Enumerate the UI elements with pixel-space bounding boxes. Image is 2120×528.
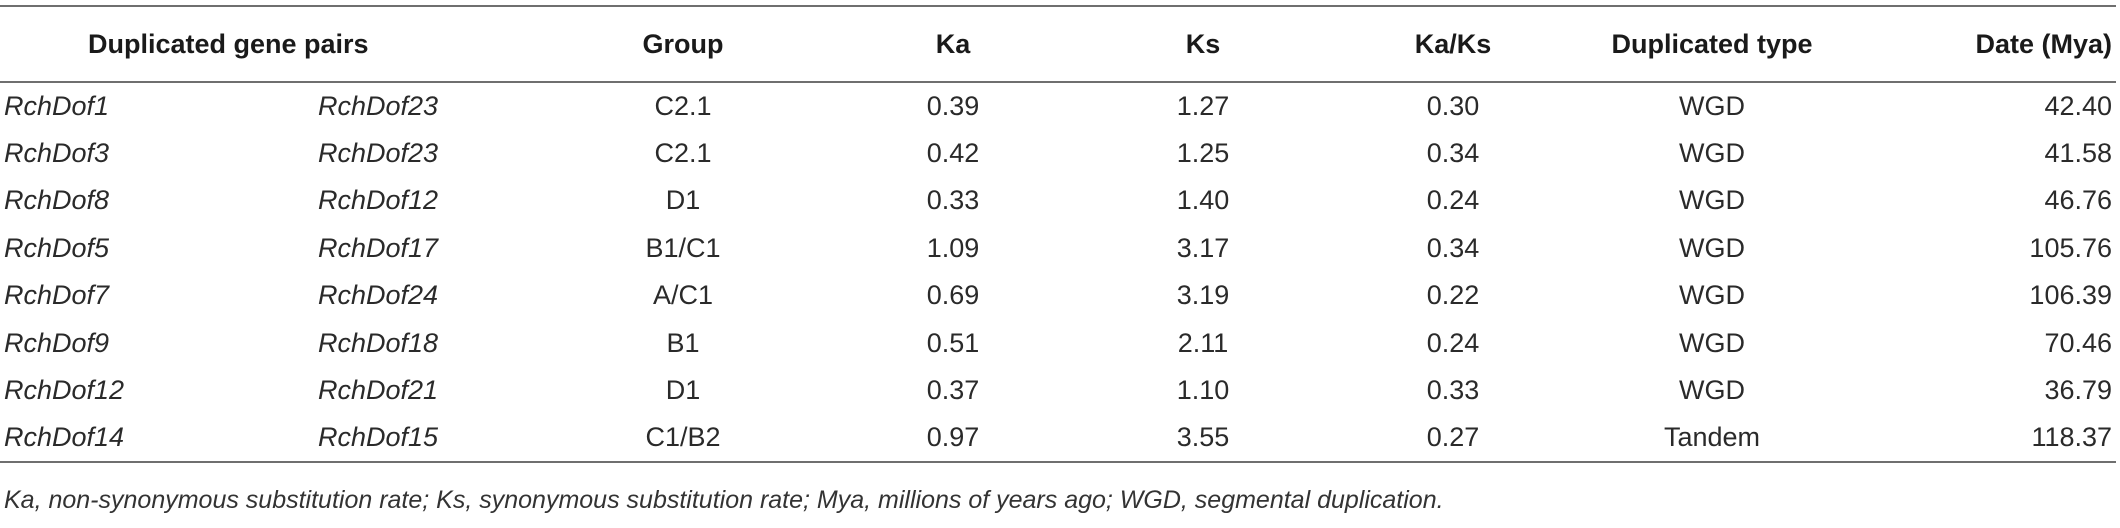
table-row: RchDof7 RchDof24 A/C1 0.69 3.19 0.22 WGD… xyxy=(0,272,2116,320)
group-cell: C1/B2 xyxy=(538,414,829,463)
gene1-cell: RchDof9 xyxy=(4,327,110,358)
group-cell: C2.1 xyxy=(654,137,712,168)
ka-cell: 0.97 xyxy=(828,414,1079,463)
ks-cell: 1.40 xyxy=(1176,185,1230,216)
date-cell: 118.37 xyxy=(1846,414,2117,463)
header-kaks: Ka/Ks xyxy=(1328,5,1579,83)
date-cell: 105.76 xyxy=(2029,232,2113,263)
table-row: RchDof8 RchDof12 D1 0.33 1.40 0.24 WGD 4… xyxy=(0,177,2116,225)
table-row: RchDof9 RchDof18 B1 0.51 2.11 0.24 WGD 7… xyxy=(0,320,2116,368)
header-duplicated-type: Duplicated type xyxy=(1578,5,1847,83)
gene1-cell: RchDof1 xyxy=(4,90,110,121)
group-cell: A/C1 xyxy=(653,280,714,311)
header-row: Duplicated gene pairs Group Ka Ks Ka/Ks … xyxy=(0,5,2117,83)
ka-cell: 0.69 xyxy=(926,280,980,311)
type-cell: WGD xyxy=(1679,375,1745,406)
ka-cell: 0.42 xyxy=(926,137,980,168)
gene2-cell: RchDof17 xyxy=(318,232,439,263)
header-gene-pairs: Duplicated gene pairs xyxy=(0,5,539,83)
kaks-cell: 0.22 xyxy=(1426,280,1480,311)
gene1-cell: RchDof12 xyxy=(4,375,125,406)
kaks-cell: 0.34 xyxy=(1426,232,1480,263)
type-cell: WGD xyxy=(1679,327,1745,358)
table-row: RchDof1 RchDof23 C2.1 0.39 1.27 0.30 WGD… xyxy=(0,82,2116,130)
date-cell: 42.40 xyxy=(2044,90,2113,121)
ks-cell: 3.55 xyxy=(1078,414,1329,463)
date-cell: 41.58 xyxy=(2044,137,2113,168)
ks-cell: 1.27 xyxy=(1176,90,1230,121)
group-cell: B1 xyxy=(666,327,700,358)
gene2-cell: RchDof15 xyxy=(318,414,539,463)
kaks-cell: 0.24 xyxy=(1426,327,1480,358)
ks-cell: 1.25 xyxy=(1176,137,1230,168)
gene1-cell: RchDof14 xyxy=(0,414,318,463)
ks-cell: 3.19 xyxy=(1176,280,1230,311)
ka-cell: 0.33 xyxy=(926,185,980,216)
gene2-cell: RchDof18 xyxy=(318,327,439,358)
header-group: Group xyxy=(538,5,829,83)
table-row: RchDof12 RchDof21 D1 0.37 1.10 0.33 WGD … xyxy=(0,367,2116,415)
ks-cell: 1.10 xyxy=(1176,375,1230,406)
ka-cell: 1.09 xyxy=(926,232,980,263)
type-cell: WGD xyxy=(1679,137,1745,168)
date-cell: 70.46 xyxy=(2044,327,2113,358)
date-cell: 46.76 xyxy=(2044,185,2113,216)
gene2-cell: RchDof24 xyxy=(318,280,439,311)
duplicated-gene-pairs-table: Duplicated gene pairs Group Ka Ks Ka/Ks … xyxy=(0,5,2117,463)
ka-cell: 0.37 xyxy=(926,375,980,406)
table-header: Duplicated gene pairs Group Ka Ks Ka/Ks … xyxy=(0,5,2117,83)
group-cell: D1 xyxy=(665,185,701,216)
header-ks: Ks xyxy=(1078,5,1329,83)
table-row: RchDof5 RchDof17 B1/C1 1.09 3.17 0.34 WG… xyxy=(0,225,2116,273)
ka-cell: 0.51 xyxy=(926,327,980,358)
header-ka: Ka xyxy=(828,5,1079,83)
table-footnote: Ka, non-synonymous substitution rate; Ks… xyxy=(4,486,1444,514)
gene2-cell: RchDof23 xyxy=(318,137,439,168)
table-row: RchDof14 RchDof15 C1/B2 0.97 3.55 0.27 T… xyxy=(0,414,2117,463)
group-cell: B1/C1 xyxy=(645,232,721,263)
gene2-cell: RchDof23 xyxy=(318,90,439,121)
kaks-cell: 0.27 xyxy=(1328,414,1579,463)
type-cell: WGD xyxy=(1679,232,1745,263)
kaks-cell: 0.33 xyxy=(1426,375,1480,406)
gene1-cell: RchDof5 xyxy=(4,232,110,263)
date-cell: 106.39 xyxy=(2029,280,2113,311)
ka-cell: 0.39 xyxy=(926,90,980,121)
type-cell: WGD xyxy=(1679,185,1745,216)
ks-cell: 2.11 xyxy=(1177,327,1229,358)
group-cell: C2.1 xyxy=(654,90,712,121)
gene1-cell: RchDof7 xyxy=(4,280,110,311)
gene2-cell: RchDof21 xyxy=(318,375,439,406)
header-date: Date (Mya) xyxy=(1846,5,2117,83)
kaks-cell: 0.24 xyxy=(1426,185,1480,216)
table-row: RchDof3 RchDof23 C2.1 0.42 1.25 0.34 WGD… xyxy=(0,130,2116,178)
kaks-cell: 0.30 xyxy=(1426,90,1480,121)
table-body: RchDof1 RchDof23 C2.1 0.39 1.27 0.30 WGD… xyxy=(0,82,2117,463)
type-cell: WGD xyxy=(1679,90,1745,121)
ks-cell: 3.17 xyxy=(1176,232,1230,263)
kaks-cell: 0.34 xyxy=(1426,137,1480,168)
gene1-cell: RchDof3 xyxy=(4,137,110,168)
gene1-cell: RchDof8 xyxy=(4,185,110,216)
type-cell: WGD xyxy=(1679,280,1745,311)
date-cell: 36.79 xyxy=(2044,375,2113,406)
type-cell: Tandem xyxy=(1578,414,1847,463)
group-cell: D1 xyxy=(665,375,701,406)
gene2-cell: RchDof12 xyxy=(318,185,439,216)
